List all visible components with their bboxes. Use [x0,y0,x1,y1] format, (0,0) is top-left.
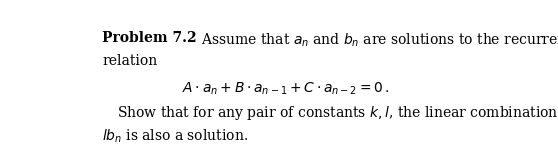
Text: $lb_n$ is also a solution.: $lb_n$ is also a solution. [102,127,248,145]
Text: Assume that $a_n$ and $b_n$ are solutions to the recurrence: Assume that $a_n$ and $b_n$ are solution… [197,31,558,49]
Text: Show that for any pair of constants $k, l$, the linear combination $ka_n +$: Show that for any pair of constants $k, … [117,104,558,122]
Text: Problem 7.2: Problem 7.2 [102,31,197,45]
Text: relation: relation [102,54,157,68]
Text: $A \cdot a_n + B \cdot a_{n-1} + C \cdot a_{n-2} = 0\,.$: $A \cdot a_n + B \cdot a_{n-1} + C \cdot… [182,81,389,97]
